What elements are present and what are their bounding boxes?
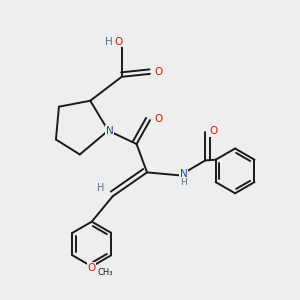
Text: O: O [114, 37, 122, 46]
Text: H: H [180, 178, 187, 187]
Text: H: H [97, 183, 104, 193]
Text: H: H [105, 37, 113, 46]
Text: CH₃: CH₃ [97, 268, 112, 277]
Text: O: O [154, 114, 163, 124]
Text: O: O [209, 126, 218, 136]
Text: N: N [180, 169, 187, 179]
Text: O: O [88, 263, 96, 273]
Text: N: N [106, 126, 114, 136]
Text: O: O [154, 68, 163, 77]
